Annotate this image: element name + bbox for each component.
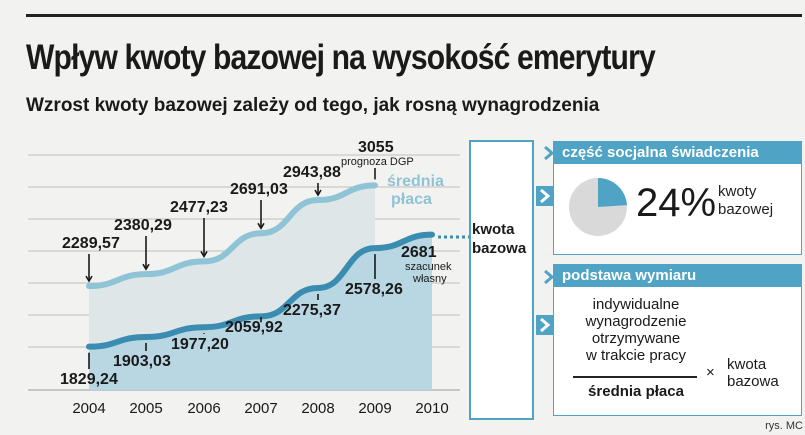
data-label-srednia-placa: 2289,57 [62,235,120,252]
percent-caption-line2: bazowej [718,201,774,218]
marker-arrow [200,251,208,258]
data-label-srednia-placa: 3055 [358,139,394,156]
marker-arrow [85,275,93,283]
data-label-kwota-bazowa: 1977,20 [171,336,229,353]
chevron-right-icon [544,269,555,285]
kwota-bazowa-label: kwota bazowa [472,220,526,258]
x-tick-label: 2006 [187,400,220,417]
panel-base: podstawa wymiaru [553,264,802,416]
fraction-numerator: indywidualne wynagrodzenie otrzymywane w… [578,296,694,364]
x-tick-label: 2009 [358,400,391,417]
percent-value: 24% [636,181,717,225]
series-label-srednia-placa: średnia [387,173,444,190]
annotation-estimate: szacunek [405,261,452,273]
x-tick-label: 2004 [72,400,105,417]
numerator-line: wynagrodzenie [585,313,687,330]
percent-caption-line1: kwoty [718,183,757,200]
data-label-srednia-placa: 2943,88 [283,164,341,181]
fraction-bar [573,376,697,378]
chevron-right-icon [536,186,554,206]
source-credit: rys. MC [765,420,803,432]
x-tick-label: 2008 [301,400,334,417]
data-label-srednia-placa: 2691,03 [230,181,288,198]
data-label-kwota-bazowa: 1829,24 [60,371,118,388]
numerator-line: otrzymywane [591,330,681,347]
data-label-kwota-bazowa: 2578,26 [345,281,403,298]
series-label-srednia-placa: płaca [391,191,432,208]
marker-arrow [142,263,150,271]
pie-chart [569,178,627,236]
marker-arrow [314,189,322,197]
page-subtitle: Wzrost kwoty bazowej zależy od tego, jak… [26,95,600,116]
pie-slice [598,178,627,207]
chevron-right-icon [536,315,554,335]
x-tick-label: 2007 [244,400,277,417]
data-label-srednia-placa: 2380,29 [114,217,172,234]
annotation-estimate: własny [412,273,447,285]
top-rule [26,14,802,17]
panel-social-share: część socjalna świadczenia [553,141,802,255]
percent-caption: kwoty bazowej [718,183,773,219]
multiplier-line1: kwota [727,356,767,373]
kwota-bazowa-line1: kwota [472,221,515,238]
data-label-kwota-bazowa: 2059,92 [225,319,283,336]
data-label-kwota-bazowa: 2275,37 [283,302,341,319]
numerator-line: w trakcie pracy [585,347,687,364]
panel-base-header: podstawa wymiaru [554,265,801,287]
series-line-kwota-bazowa [86,231,435,350]
data-label-srednia-placa: 2477,23 [170,199,228,216]
fraction-denominator: średnia płaca [588,383,684,400]
chevron-right-icon [544,145,555,161]
data-label-kwota-bazowa: 2681 [401,244,437,261]
page-title: Wpływ kwoty bazowej na wysokość emerytur… [26,38,656,77]
marker-arrow [257,222,265,230]
numerator-line: indywidualne [592,296,680,313]
multiplier-label: kwota bazowa [727,356,779,390]
series-line-srednia-placa [86,182,378,290]
x-tick-label: 2010 [415,400,448,417]
annotation-forecast: prognoza DGP [341,156,414,168]
x-tick-label: 2005 [129,400,162,417]
data-label-kwota-bazowa: 1903,03 [113,353,171,370]
kwota-bazowa-line2: bazowa [472,240,527,257]
panel-social-header: część socjalna świadczenia [554,142,801,164]
kwota-bazowa-box [469,140,534,420]
multiplier-line2: bazowa [727,373,779,390]
times-sign: × [706,364,715,381]
